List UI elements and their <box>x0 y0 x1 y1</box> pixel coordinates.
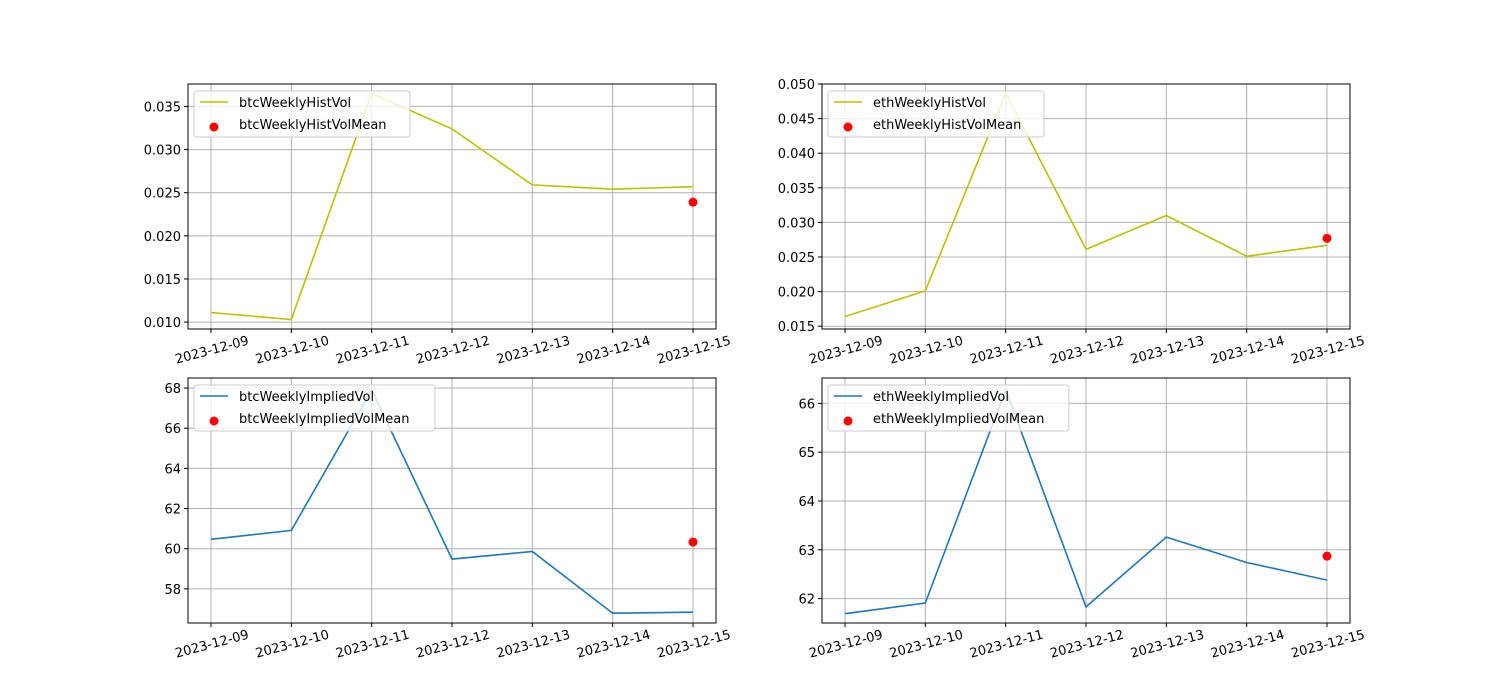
y-tick-label: 0.035 <box>144 100 181 115</box>
y-tick-label: 62 <box>798 593 815 608</box>
y-tick-label: 0.015 <box>144 273 181 288</box>
series-line-ethWeeklyHistVol <box>844 91 1328 318</box>
legend: ethWeeklyHistVol ethWeeklyHistVolMean <box>827 90 1045 138</box>
y-tick-label: 0.035 <box>778 182 815 197</box>
y-tick-label: 60 <box>164 543 181 558</box>
x-tick-label: 2023-12-15 <box>656 334 733 368</box>
scatter-point-ethWeeklyHistVolMean <box>1322 233 1332 243</box>
y-tick-label: 68 <box>164 382 181 397</box>
x-tick-label: 2023-12-12 <box>415 628 492 662</box>
x-tick-label: 2023-12-13 <box>1129 334 1206 368</box>
legend-label: ethWeeklyHistVolMean <box>873 118 1021 133</box>
x-tick-label: 2023-12-11 <box>968 334 1045 368</box>
y-tick-label: 63 <box>798 544 815 559</box>
axes-frame <box>821 83 1351 330</box>
legend: btcWeeklyImpliedVol btcWeeklyImpliedVolMe… <box>193 384 436 432</box>
x-tick-label: 2023-12-14 <box>575 334 652 368</box>
y-tick-label: 0.030 <box>144 144 181 159</box>
axes-frame <box>821 377 1351 624</box>
x-tick-label: 2023-12-13 <box>495 628 572 662</box>
legend-label: btcWeeklyImpliedVol <box>239 390 374 405</box>
y-tick-label: 64 <box>164 462 181 477</box>
legend-box <box>193 90 411 138</box>
subplot-3: 2023-12-09 2023-12-10 2023-12-11 2023-12-12… <box>164 377 733 662</box>
legend-dot-marker <box>209 122 219 132</box>
y-tick-label: 65 <box>798 446 815 461</box>
y-tick-label: 62 <box>164 503 181 518</box>
y-tick-label: 66 <box>164 422 181 437</box>
x-tick-label: 2023-12-11 <box>334 334 411 368</box>
y-tick-label: 0.010 <box>144 316 181 331</box>
x-tick-label: 2023-12-09 <box>808 628 885 662</box>
legend-dot-marker <box>843 416 853 426</box>
x-tick-label: 2023-12-14 <box>1209 334 1286 368</box>
y-tick-label: 66 <box>798 397 815 412</box>
legend: btcWeeklyHistVol btcWeeklyHistVolMean <box>193 90 411 138</box>
y-tick-label: 64 <box>798 495 815 510</box>
x-tick-label: 2023-12-10 <box>888 334 965 368</box>
x-tick-label: 2023-12-14 <box>1209 628 1286 662</box>
x-tick-label: 2023-12-11 <box>968 628 1045 662</box>
legend-box <box>827 384 1070 432</box>
x-tick-label: 2023-12-09 <box>808 334 885 368</box>
legend-label: btcWeeklyImpliedVolMean <box>239 412 410 427</box>
x-tick-label: 2023-12-14 <box>575 628 652 662</box>
subplot-4: 2023-12-09 2023-12-10 2023-12-11 2023-12-12… <box>798 377 1367 662</box>
y-tick-label: 0.050 <box>778 78 815 93</box>
legend-label: ethWeeklyHistVol <box>873 96 986 111</box>
series-line-btcWeeklyImpliedVol <box>210 388 694 615</box>
y-tick-label: 0.015 <box>778 320 815 335</box>
x-tick-label: 2023-12-15 <box>656 628 733 662</box>
x-tick-label: 2023-12-09 <box>174 628 251 662</box>
y-tick-label: 0.045 <box>778 113 815 128</box>
y-tick-label: 0.020 <box>144 230 181 245</box>
scatter-point-btcWeeklyHistVolMean <box>688 197 698 207</box>
legend-label: btcWeeklyHistVol <box>239 96 351 111</box>
legend-label: ethWeeklyImpliedVol <box>873 390 1009 405</box>
x-tick-label: 2023-12-13 <box>495 334 572 368</box>
legend: ethWeeklyImpliedVol ethWeeklyImpliedVolMe… <box>827 384 1070 432</box>
x-tick-label: 2023-12-15 <box>1290 334 1367 368</box>
legend-label: ethWeeklyImpliedVolMean <box>873 412 1044 427</box>
x-tick-label: 2023-12-11 <box>334 628 411 662</box>
x-tick-label: 2023-12-10 <box>254 334 331 368</box>
x-tick-label: 2023-12-10 <box>254 628 331 662</box>
series-line-ethWeeklyImpliedVol <box>844 387 1328 615</box>
x-tick-label: 2023-12-13 <box>1129 628 1206 662</box>
y-tick-label: 0.030 <box>778 216 815 231</box>
y-tick-label: 58 <box>164 583 181 598</box>
x-tick-label: 2023-12-09 <box>174 334 251 368</box>
legend-dot-marker <box>209 416 219 426</box>
x-tick-label: 2023-12-12 <box>415 334 492 368</box>
y-tick-label: 0.040 <box>778 147 815 162</box>
legend-box <box>827 90 1045 138</box>
y-tick-label: 0.025 <box>144 187 181 202</box>
subplot-1: 2023-12-09 2023-12-10 2023-12-11 2023-12-12… <box>144 83 733 368</box>
legend-box <box>193 384 436 432</box>
y-tick-label: 0.020 <box>778 286 815 301</box>
subplot-2: 2023-12-09 2023-12-10 2023-12-11 2023-12-12… <box>778 78 1367 368</box>
scatter-point-ethWeeklyImpliedVolMean <box>1322 551 1332 561</box>
x-tick-label: 2023-12-12 <box>1049 334 1126 368</box>
x-tick-label: 2023-12-15 <box>1290 628 1367 662</box>
series-line-btcWeeklyHistVol <box>210 92 694 321</box>
legend-label: btcWeeklyHistVolMean <box>239 118 387 133</box>
axes-frame <box>187 377 717 624</box>
x-tick-label: 2023-12-10 <box>888 628 965 662</box>
scatter-point-btcWeeklyImpliedVolMean <box>688 537 698 547</box>
y-tick-label: 0.025 <box>778 251 815 266</box>
axes-frame <box>187 83 717 330</box>
legend-dot-marker <box>843 122 853 132</box>
x-tick-label: 2023-12-12 <box>1049 628 1126 662</box>
